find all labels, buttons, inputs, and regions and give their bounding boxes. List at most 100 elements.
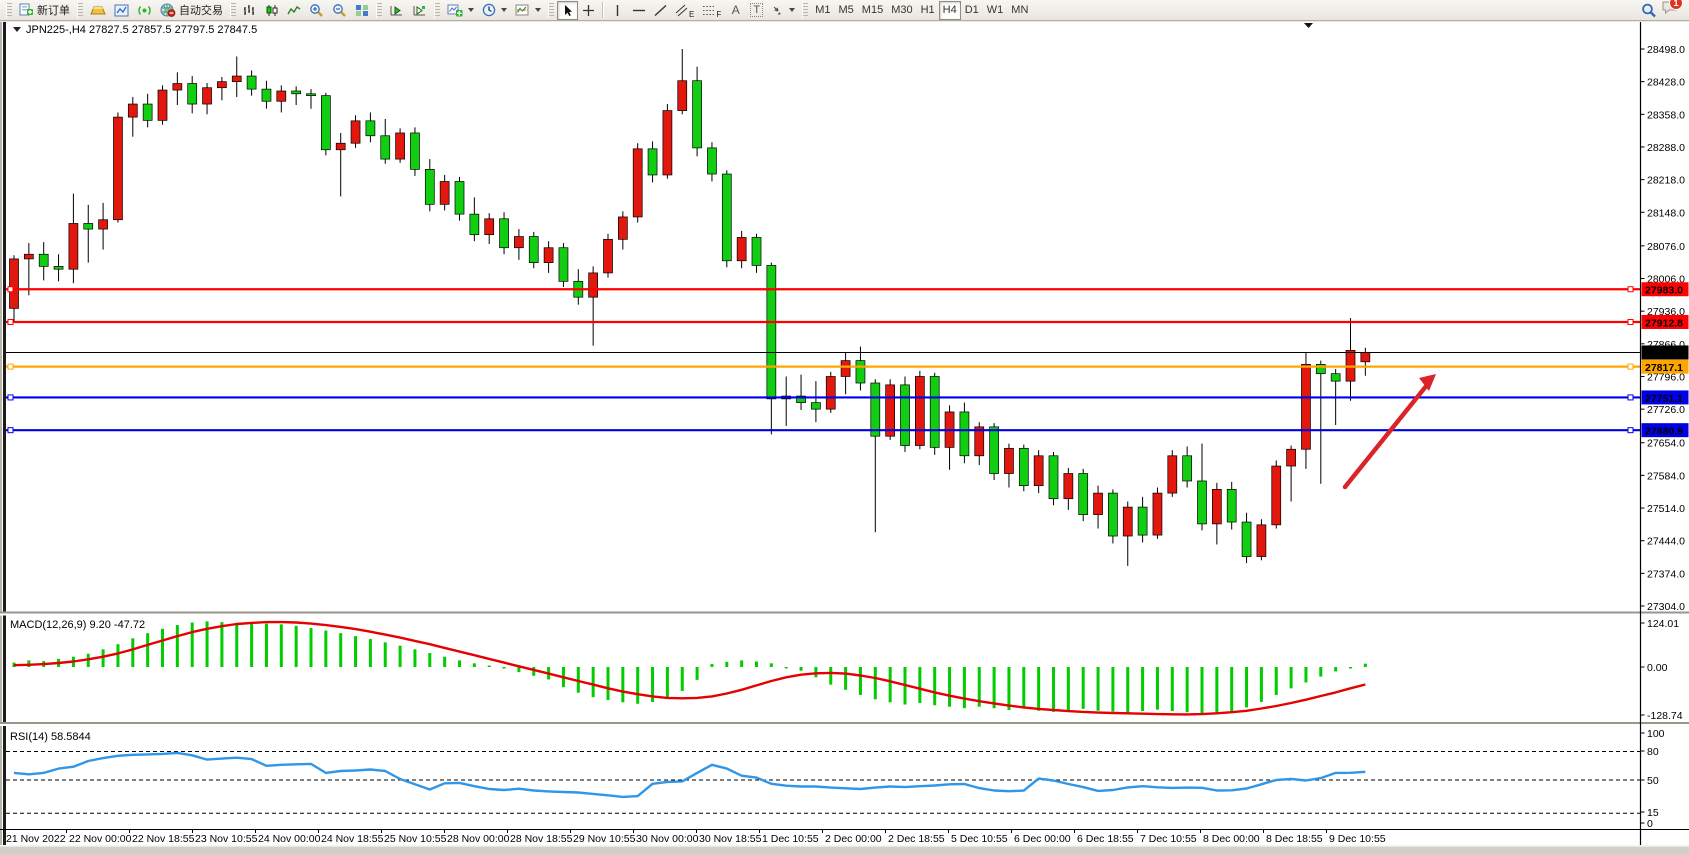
horizontal-line-27912.8[interactable] xyxy=(6,318,1641,325)
timeframe-H1[interactable]: H1 xyxy=(917,1,939,20)
price-tick-label: 28218.0 xyxy=(1647,175,1685,187)
time-tick-label: 30 Nov 00:00 xyxy=(636,833,699,845)
candlestick xyxy=(736,230,747,269)
candlestick xyxy=(321,92,331,156)
timeframe-M15[interactable]: M15 xyxy=(858,1,887,20)
periods-clock-icon xyxy=(482,3,496,17)
candlestick xyxy=(766,262,777,435)
bar-chart-button[interactable] xyxy=(239,1,261,20)
candlestick xyxy=(528,231,539,269)
chevron-down-icon xyxy=(535,8,541,12)
candlestick xyxy=(1211,482,1222,545)
candlestick xyxy=(662,104,673,179)
horizontal-line-tool-button[interactable] xyxy=(628,1,650,20)
candlestick xyxy=(811,381,821,423)
zoom-out-button[interactable] xyxy=(328,1,351,20)
periods-clock-button[interactable] xyxy=(478,1,511,20)
text-label-tool-button[interactable]: T xyxy=(746,1,767,20)
shift-end-button[interactable] xyxy=(385,1,408,20)
horizontal-line-27983.0[interactable] xyxy=(6,286,1641,293)
candlestick xyxy=(484,213,495,244)
tile-windows-icon xyxy=(355,4,369,17)
chat-button[interactable]: 1 xyxy=(1661,0,1683,20)
horizontal-line-27680.9[interactable] xyxy=(6,427,1641,434)
candlestick xyxy=(202,83,212,115)
chart-shift-marker-icon[interactable] xyxy=(1304,23,1313,28)
tile-windows-button[interactable] xyxy=(351,1,373,20)
data-window-button[interactable] xyxy=(110,1,133,20)
candlestick xyxy=(855,346,866,391)
equidistant-channel-tool-button[interactable]: E xyxy=(671,1,698,20)
macd-signal-line xyxy=(13,620,1366,716)
candlestick xyxy=(1315,360,1326,484)
trend-arrow-annotation[interactable] xyxy=(1342,374,1436,490)
toolbar-grip[interactable] xyxy=(802,2,809,18)
line-chart-button[interactable] xyxy=(283,1,305,20)
candlestick xyxy=(1167,450,1178,497)
templates-icon xyxy=(515,4,530,17)
search-button[interactable] xyxy=(1637,1,1661,20)
candlestick xyxy=(1004,443,1014,488)
fibonacci-tool-button[interactable]: F xyxy=(698,1,725,20)
trendline-tool-button[interactable] xyxy=(650,1,671,20)
time-tick-label: 30 Nov 18:55 xyxy=(699,833,762,845)
vertical-line-tool-button[interactable] xyxy=(607,1,628,20)
crosshair-tool-button[interactable] xyxy=(578,1,599,20)
timeframe-M5[interactable]: M5 xyxy=(835,1,858,20)
candlestick xyxy=(588,266,599,346)
candlestick xyxy=(439,174,450,211)
toolbar-grip[interactable] xyxy=(548,2,554,18)
price-axis[interactable]: 28498.0 28428.0 28358.0 28288.0 28218.0 28148… xyxy=(1639,22,1689,845)
timeframe-D1[interactable]: D1 xyxy=(961,1,983,20)
candlestick-chart-icon xyxy=(265,4,279,17)
candlestick xyxy=(469,197,480,242)
time-tick-label: 28 Nov 18:55 xyxy=(510,833,573,845)
candlestick xyxy=(395,128,405,163)
symbol-dropdown-icon[interactable] xyxy=(13,27,21,32)
text-tool-button[interactable]: A xyxy=(725,1,746,20)
horizontal-line-27817.1[interactable] xyxy=(6,363,1641,370)
timeframe-H4[interactable]: H4 xyxy=(938,0,961,20)
svg-text:27983.0: 27983.0 xyxy=(1645,285,1683,297)
time-axis[interactable]: 21 Nov 2022 22 Nov 00:00 22 Nov 18:55 23 No… xyxy=(3,829,1386,845)
zoom-in-button[interactable] xyxy=(305,1,328,20)
timeframe-M30[interactable]: M30 xyxy=(887,1,916,20)
auto-trading-button[interactable]: 自动交易 xyxy=(156,1,227,20)
time-tick-label: 24 Nov 18:55 xyxy=(321,833,384,845)
cursor-tool-button[interactable] xyxy=(557,0,578,20)
arrows-tool-button[interactable] xyxy=(767,1,799,20)
toolbar-grip[interactable] xyxy=(376,2,382,18)
candlestick xyxy=(98,202,108,250)
candlestick xyxy=(53,254,64,282)
gold-ingot-button[interactable] xyxy=(86,1,110,20)
new-chart-icon xyxy=(447,4,463,17)
timeframe-MN[interactable]: MN xyxy=(1007,1,1032,20)
new-chart-button[interactable] xyxy=(443,1,478,20)
time-tick-label: 2 Dec 18:55 xyxy=(888,833,945,845)
toolbar-grip[interactable] xyxy=(77,2,83,18)
time-tick-label: 9 Dec 10:55 xyxy=(1329,833,1386,845)
text-icon: A xyxy=(731,3,740,17)
candlestick xyxy=(707,142,717,182)
toolbar-grip[interactable] xyxy=(230,2,236,18)
templates-button[interactable] xyxy=(511,1,545,20)
candlestick-chart-button[interactable] xyxy=(261,1,283,20)
toolbar-grip[interactable] xyxy=(6,2,12,18)
horizontal-line-27751.1[interactable] xyxy=(6,394,1641,401)
price-tick-label: 28148.0 xyxy=(1647,207,1685,219)
signal-button[interactable] xyxy=(133,1,156,20)
new-order-button[interactable]: 新订单 xyxy=(15,1,74,20)
candlestick xyxy=(1018,444,1029,492)
rsi-indicator xyxy=(6,751,1641,814)
price-tick-label: 28498.0 xyxy=(1647,44,1685,56)
current-price-tag: 27847.5 xyxy=(1641,345,1689,360)
price-tick-label: 27726.0 xyxy=(1647,404,1685,416)
timeframe-M1[interactable]: M1 xyxy=(811,1,834,20)
toolbar-grip[interactable] xyxy=(434,2,440,18)
time-tick-label: 7 Dec 10:55 xyxy=(1140,833,1197,845)
auto-scroll-button[interactable] xyxy=(408,1,431,20)
timeframe-W1[interactable]: W1 xyxy=(983,1,1008,20)
price-tag-27817.1: 27817.1 xyxy=(1641,359,1689,374)
candlestick xyxy=(617,211,628,250)
